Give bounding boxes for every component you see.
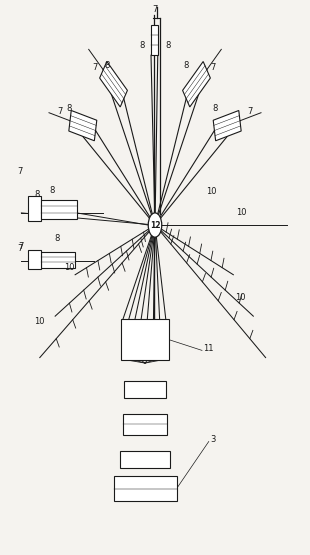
Polygon shape	[213, 110, 241, 141]
Text: 8: 8	[183, 62, 188, 70]
Text: 12: 12	[150, 220, 160, 230]
Text: 10: 10	[34, 317, 44, 326]
Circle shape	[148, 213, 162, 237]
Text: 8: 8	[66, 104, 72, 113]
Text: 7: 7	[18, 242, 24, 251]
Text: 8: 8	[212, 104, 218, 113]
Bar	[123, 414, 167, 435]
Text: 7: 7	[248, 107, 253, 115]
Text: 7: 7	[57, 107, 62, 115]
Text: 10: 10	[206, 187, 216, 196]
Text: 7: 7	[17, 168, 23, 176]
Text: 8: 8	[54, 234, 60, 243]
Bar	[121, 319, 169, 360]
Text: 8: 8	[34, 189, 39, 199]
Text: 10: 10	[237, 208, 247, 217]
Bar	[41, 252, 75, 268]
Text: 10: 10	[235, 294, 246, 302]
Text: 7: 7	[92, 63, 98, 72]
Bar	[41, 200, 77, 219]
Text: 11: 11	[204, 344, 214, 353]
Text: 8: 8	[105, 62, 110, 70]
Bar	[124, 381, 166, 398]
Bar	[28, 196, 41, 221]
Polygon shape	[100, 62, 127, 107]
Bar	[28, 250, 41, 269]
Text: 10: 10	[64, 263, 75, 272]
Text: 3: 3	[210, 435, 216, 444]
Text: 7: 7	[17, 244, 23, 253]
Text: 7: 7	[152, 4, 157, 13]
Text: 8: 8	[49, 186, 54, 195]
Polygon shape	[183, 62, 210, 107]
Bar	[120, 451, 170, 468]
Polygon shape	[151, 25, 158, 56]
Polygon shape	[69, 110, 97, 141]
Text: 8: 8	[166, 41, 171, 50]
Text: 7: 7	[211, 63, 216, 72]
Bar	[113, 476, 176, 501]
Text: 8: 8	[140, 41, 145, 50]
